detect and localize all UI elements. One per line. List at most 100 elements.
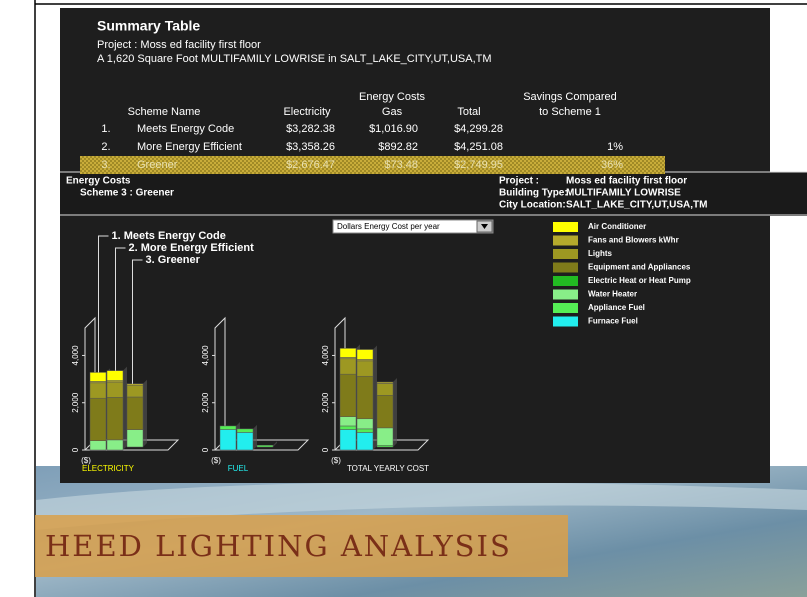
screenshot: Summary Table Project : Moss ed facility… <box>0 0 807 597</box>
y-unit: ($) <box>331 456 341 465</box>
bar-segment <box>357 432 373 450</box>
description: A 1,620 Square Foot MULTIFAMILY LOWRISE … <box>97 53 492 65</box>
chart-title: ELECTRICITY <box>82 464 135 473</box>
legend-swatch <box>553 317 578 327</box>
bar-segment <box>340 426 356 430</box>
bar-side <box>373 346 377 450</box>
footer-title: HEED LIGHTING ANALYSIS <box>45 529 512 563</box>
bar-segment <box>340 374 356 417</box>
bar-segment <box>90 383 106 398</box>
gas-cost: $1,016.90 <box>369 123 418 135</box>
electricity-cost: $2,676.47 <box>286 159 335 171</box>
savings: 36% <box>601 159 623 171</box>
bar-segment <box>127 430 143 447</box>
gas-cost: $73.48 <box>384 159 418 171</box>
bar-segment <box>357 419 373 429</box>
legend-swatch <box>553 222 578 232</box>
bar-segment <box>377 445 393 447</box>
bar-segment <box>107 382 123 397</box>
legend-label: Appliance Fuel <box>588 303 645 312</box>
total-cost: $4,299.28 <box>454 123 503 135</box>
bar-segment <box>357 361 373 376</box>
bar-segment <box>377 428 393 445</box>
bar-segment <box>127 385 143 397</box>
y-unit: ($) <box>211 456 221 465</box>
total-cost: $2,749.95 <box>454 159 503 171</box>
y-tick-label: 2,000 <box>201 392 210 413</box>
info-value: Moss ed facility first floor <box>566 176 687 187</box>
legend-swatch <box>553 236 578 246</box>
legend-swatch <box>553 303 578 313</box>
dropdown-text[interactable]: Dollars Energy Cost per year <box>337 222 440 231</box>
y-tick-label: 2,000 <box>71 392 80 413</box>
table-title: Summary Table <box>97 18 200 34</box>
column-header: Electricity <box>283 106 331 118</box>
bar-side <box>143 380 147 447</box>
chart-title: TOTAL YEARLY COST <box>347 464 429 473</box>
bar-segment <box>257 445 273 447</box>
bar-segment <box>340 430 356 450</box>
bar-segment <box>90 441 106 450</box>
row-number: 1. <box>101 123 110 135</box>
column-header: Gas <box>382 106 403 118</box>
y-tick-label: 4,000 <box>71 345 80 366</box>
scheme-label: 3. Greener <box>146 254 201 266</box>
bar-segment <box>220 426 236 430</box>
info-title: Energy Costs <box>66 176 131 187</box>
info-label: Project : <box>499 176 539 187</box>
bar-segment <box>377 383 393 395</box>
bar-segment <box>377 395 393 428</box>
legend-label: Fans and Blowers kWhr <box>588 236 679 245</box>
legend-label: Equipment and Appliances <box>588 263 691 272</box>
legend-label: Electric Heat or Heat Pump <box>588 276 691 285</box>
project: Project : Moss ed facility first floor <box>97 39 261 51</box>
bar-segment <box>127 397 143 430</box>
bar-segment <box>357 429 373 433</box>
group-header: Energy Costs <box>359 91 426 103</box>
y-tick-label: 4,000 <box>321 345 330 366</box>
savings: 1% <box>607 141 623 153</box>
bar-segment <box>107 397 123 440</box>
total-cost: $4,251.08 <box>454 141 503 153</box>
legend-label: Air Conditioner <box>588 222 646 231</box>
legend-label: Water Heater <box>588 290 637 299</box>
info-scheme: Scheme 3 : Greener <box>80 188 174 199</box>
bar-segment <box>357 376 373 419</box>
legend-swatch <box>553 290 578 300</box>
row-number: 2. <box>101 141 110 153</box>
bar-segment <box>357 350 373 360</box>
legend-swatch <box>553 263 578 273</box>
bar-segment <box>237 429 253 433</box>
scheme-name: Greener <box>137 159 178 171</box>
legend-label: Furnace Fuel <box>588 317 638 326</box>
bar-segment <box>107 371 123 381</box>
electricity-cost: $3,358.26 <box>286 141 335 153</box>
y-tick-label: 0 <box>71 447 80 452</box>
info-value: SALT_LAKE_CITY,UT,USA,TM <box>566 200 708 211</box>
bar-segment <box>90 398 106 441</box>
chart-title: FUEL <box>228 464 249 473</box>
scheme-name: Meets Energy Code <box>137 123 234 135</box>
bar-side <box>393 378 397 447</box>
bar-segment <box>90 372 106 381</box>
bar-side <box>253 425 257 450</box>
y-tick-label: 2,000 <box>321 392 330 413</box>
y-tick-label: 0 <box>321 447 330 452</box>
column-header: Total <box>457 106 480 118</box>
slide: Summary Table Project : Moss ed facility… <box>0 0 807 597</box>
gas-cost: $892.82 <box>378 141 418 153</box>
savings-header: to Scheme 1 <box>539 106 601 118</box>
bar-segment <box>340 359 356 374</box>
legend-swatch <box>553 249 578 259</box>
electricity-cost: $3,282.38 <box>286 123 335 135</box>
row-number: 3. <box>101 159 110 171</box>
scheme-name: More Energy Efficient <box>137 141 242 153</box>
bar-segment <box>340 417 356 426</box>
info-label: City Location: <box>499 200 566 211</box>
y-tick-label: 4,000 <box>201 345 210 366</box>
column-header: Scheme Name <box>128 106 201 118</box>
legend-swatch <box>553 276 578 286</box>
scheme-label: 2. More Energy Efficient <box>129 242 255 254</box>
bar-segment <box>220 430 236 450</box>
legend-label: Lights <box>588 249 613 258</box>
